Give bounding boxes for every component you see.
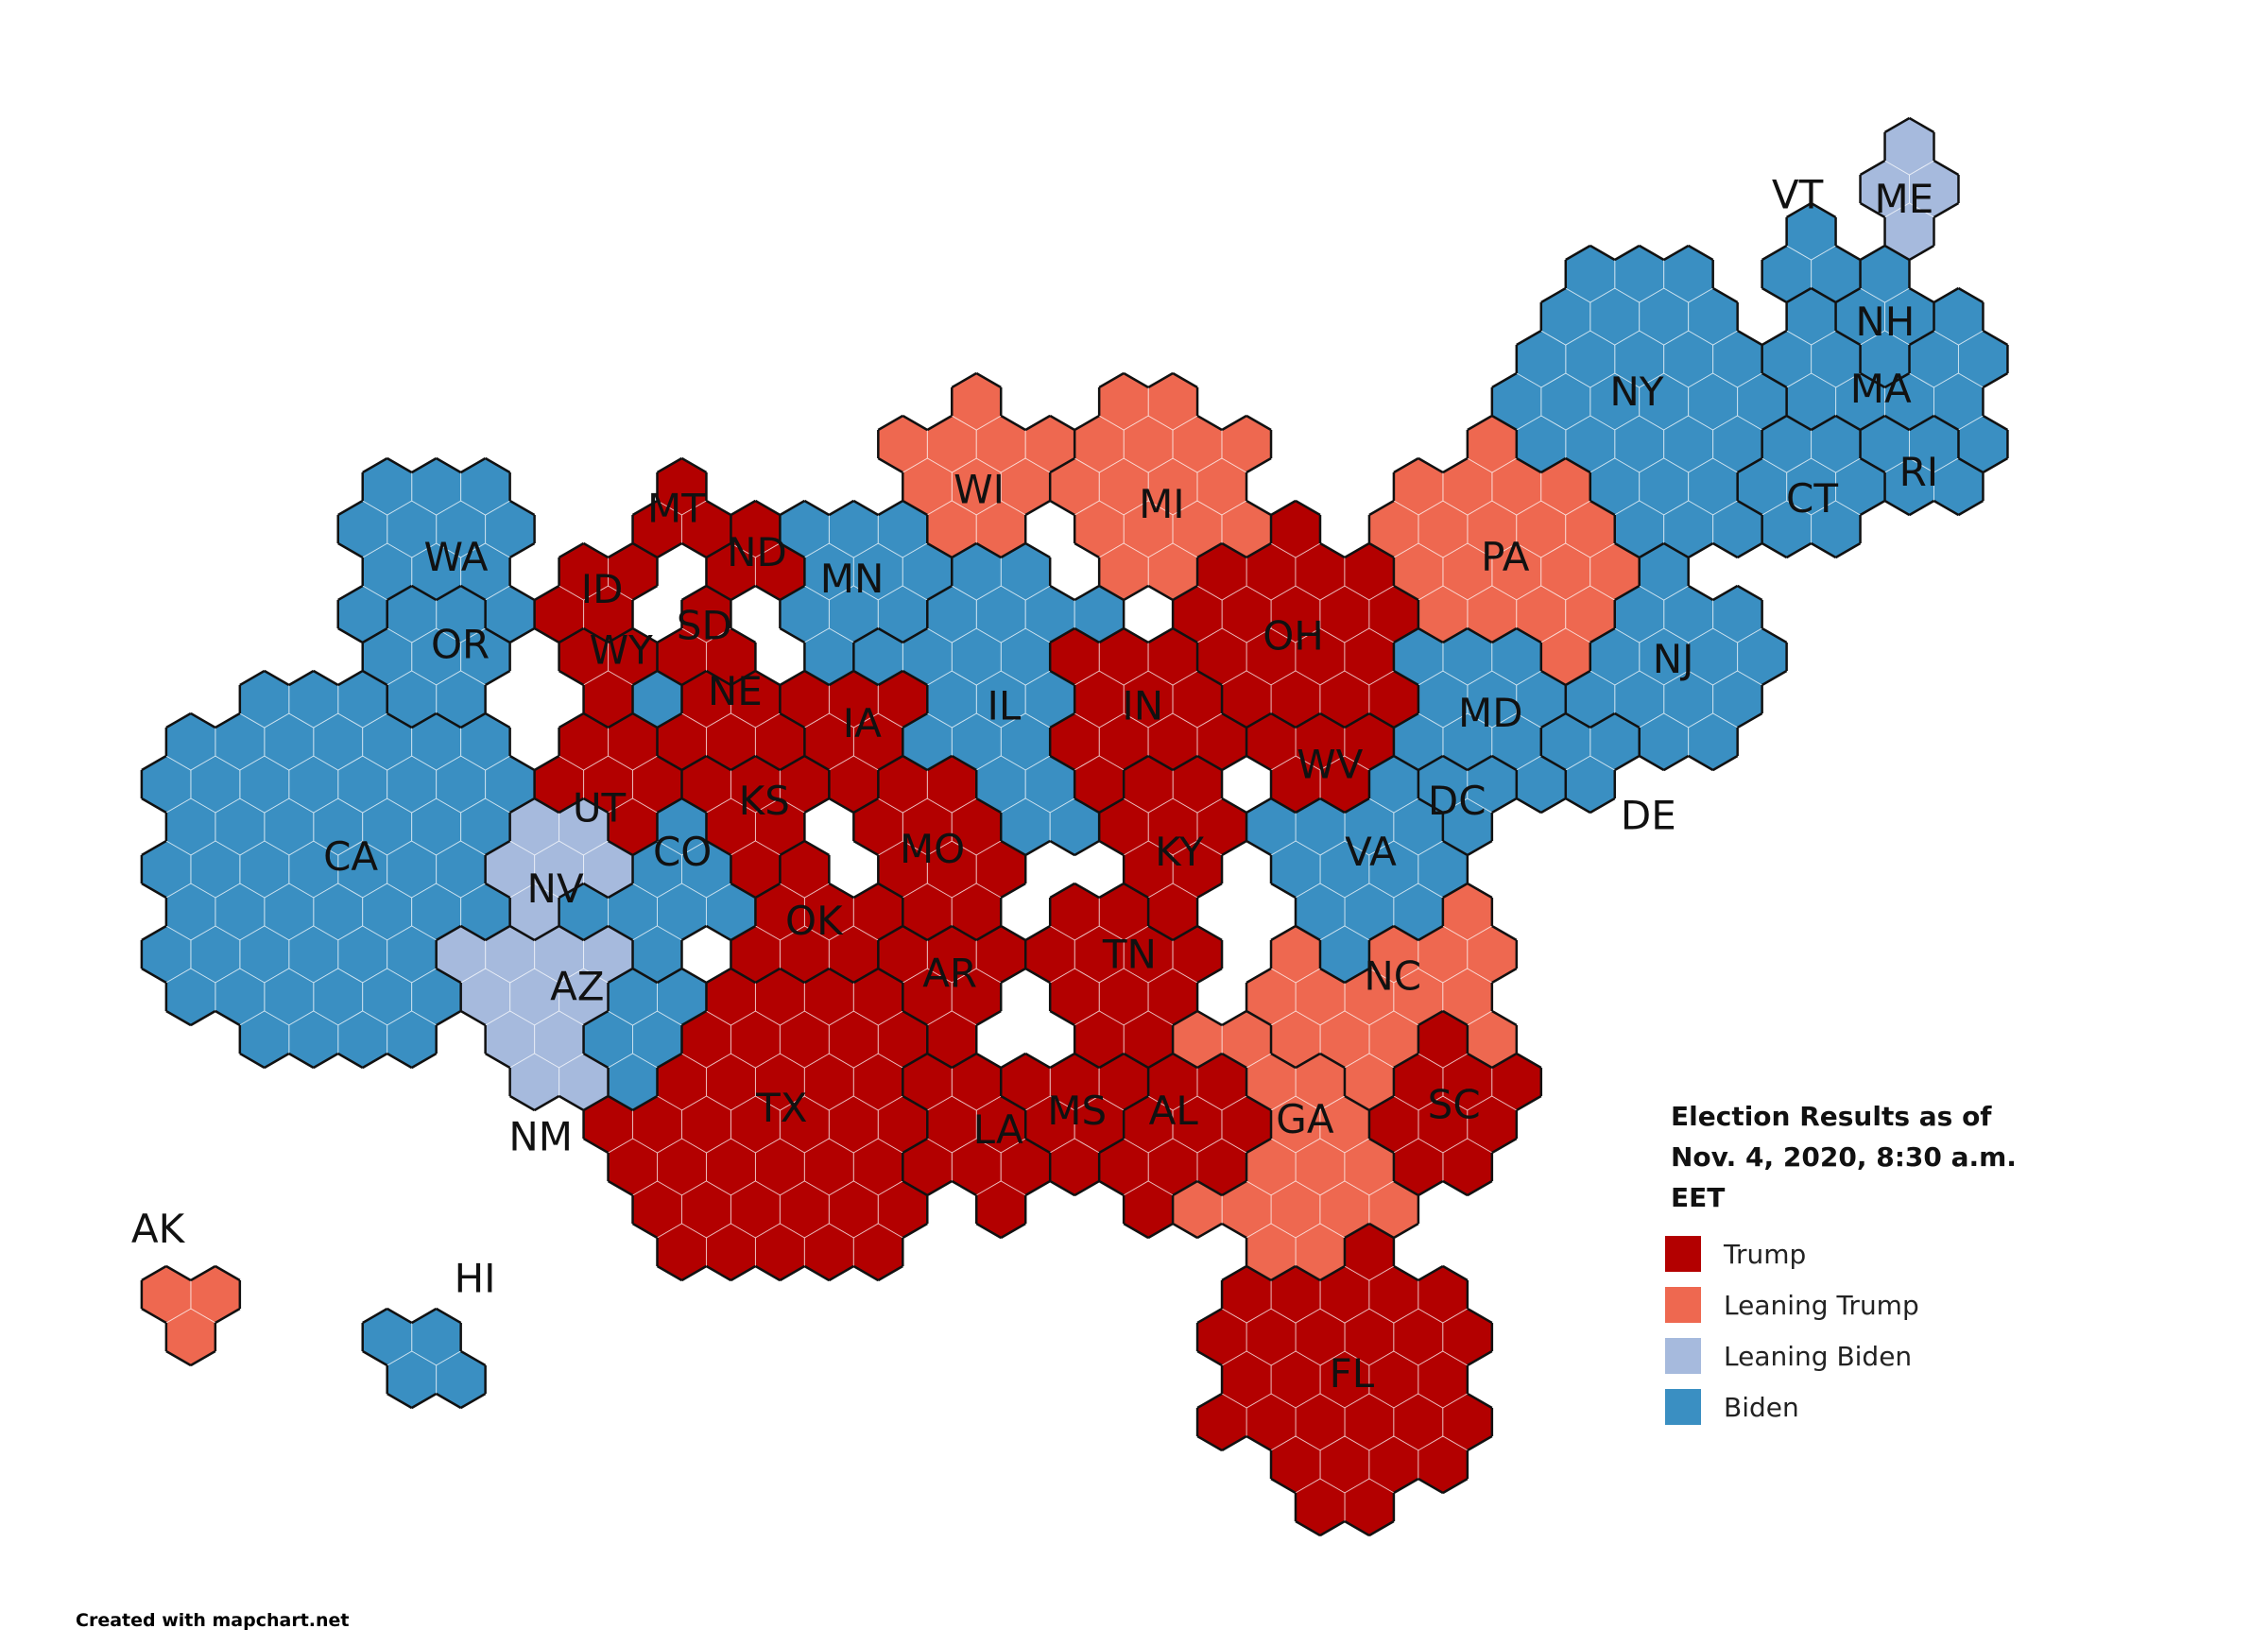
- legend-swatch: [1665, 1389, 1701, 1425]
- state-label: SC: [1428, 1082, 1481, 1128]
- state-label: MA: [1850, 366, 1912, 412]
- state-label: MN: [820, 556, 885, 602]
- legend-item: Trump: [1665, 1228, 1919, 1279]
- legend: Trump Leaning Trump Leaning Biden Biden: [1665, 1228, 1919, 1432]
- state-label: CT: [1786, 475, 1838, 522]
- state-label: KY: [1155, 829, 1204, 875]
- state-label: OH: [1263, 612, 1324, 659]
- legend-swatch: [1665, 1236, 1701, 1272]
- state-label: CO: [653, 829, 712, 875]
- state-label: RI: [1899, 449, 1939, 495]
- state-label: SD: [677, 602, 732, 648]
- state-label: AK: [131, 1206, 186, 1252]
- state-label: UT: [573, 785, 627, 832]
- state-label: AL: [1149, 1088, 1199, 1134]
- state-label: VA: [1345, 829, 1397, 875]
- state-label: ID: [581, 566, 624, 612]
- legend-item: Leaning Trump: [1665, 1279, 1919, 1330]
- state-label: AZ: [550, 963, 605, 1009]
- state-label: HI: [455, 1256, 496, 1302]
- state-label: WI: [954, 467, 1005, 513]
- state-label: MO: [900, 826, 965, 872]
- labels: WA OR CA NV AZ ID MT WY UT CO NM ND SD NE KS OK TX MN IA MO…: [131, 171, 1938, 1397]
- state-label: MD: [1458, 690, 1523, 736]
- legend-label: Leaning Trump: [1724, 1289, 1919, 1321]
- state-label: OK: [785, 898, 844, 944]
- state-label: IL: [987, 683, 1021, 729]
- state-label: NJ: [1653, 636, 1694, 682]
- legend-item: Biden: [1665, 1381, 1919, 1432]
- borders: [140, 116, 2009, 1537]
- state-label: NC: [1364, 953, 1421, 1000]
- state-label: ND: [727, 529, 787, 575]
- legend-swatch: [1665, 1287, 1701, 1323]
- state-label: ME: [1875, 176, 1934, 222]
- credit: Created with mapchart.net: [76, 1610, 350, 1631]
- state-label: MT: [647, 486, 706, 532]
- state-label: WA: [423, 534, 488, 580]
- legend-label: Trump: [1724, 1238, 1807, 1270]
- state-label: PA: [1481, 534, 1530, 580]
- legend-label: Biden: [1724, 1391, 1799, 1423]
- state-label: NH: [1855, 299, 1915, 345]
- legend-label: Leaning Biden: [1724, 1340, 1913, 1372]
- legend-title: Election Results as of Nov. 4, 2020, 8:3…: [1671, 1101, 2017, 1213]
- state-border: [140, 116, 2009, 1537]
- state-label: WY: [590, 627, 654, 674]
- state-label: MI: [1139, 481, 1185, 527]
- state-label: AR: [922, 950, 977, 996]
- legend-item: Leaning Biden: [1665, 1330, 1919, 1381]
- state-label: GA: [1276, 1096, 1334, 1142]
- state-label: OR: [431, 622, 490, 668]
- state-label: TN: [1102, 931, 1157, 977]
- state-label: VT: [1772, 171, 1824, 217]
- state-label: LA: [973, 1106, 1023, 1153]
- state-label: NE: [708, 668, 763, 714]
- state-label: NY: [1609, 369, 1663, 415]
- state-label: NM: [508, 1114, 573, 1160]
- state-label: KS: [739, 778, 790, 824]
- state-label: NV: [527, 866, 584, 912]
- state-label: TX: [755, 1085, 807, 1131]
- state-label: IA: [843, 700, 882, 746]
- legend-swatch: [1665, 1338, 1701, 1374]
- state-label: FL: [1330, 1350, 1375, 1397]
- state-label: WV: [1297, 741, 1364, 787]
- state-label: IN: [1122, 683, 1163, 729]
- state-label: DC: [1428, 778, 1486, 824]
- state-label: MS: [1047, 1088, 1107, 1134]
- state-label: DE: [1621, 792, 1676, 838]
- state-label: CA: [323, 833, 378, 880]
